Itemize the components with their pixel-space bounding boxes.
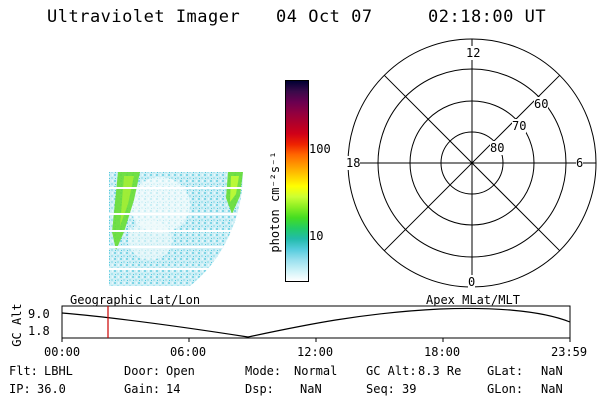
mlt-label-0: 0 bbox=[468, 275, 476, 289]
timeline-xtick-4: 23:59 bbox=[551, 345, 588, 359]
filter-label: Flt: bbox=[9, 364, 38, 378]
timeline-right-title: Apex MLat/MLT bbox=[426, 293, 520, 307]
mode-value: Normal bbox=[294, 364, 338, 378]
mlat-label-60: 60 bbox=[534, 97, 549, 111]
colorbar-tick-100: 100 bbox=[309, 142, 331, 156]
gcalt-label: GC Alt: bbox=[366, 364, 417, 378]
mode-label: Mode: bbox=[245, 364, 282, 378]
timeline-ytick-low: 1.8 bbox=[28, 324, 50, 338]
colorbar-unit-label: photon cm⁻²s⁻¹ bbox=[268, 151, 282, 253]
seq-value: 39 bbox=[402, 382, 417, 396]
gain-label: Gain: bbox=[124, 382, 161, 396]
mlt-label-12: 12 bbox=[466, 46, 481, 60]
timeline-y-axis-label: GC Alt bbox=[10, 303, 24, 347]
mlat-label-70: 70 bbox=[512, 119, 527, 133]
dsp-value: NaN bbox=[300, 382, 322, 396]
seq-label: Seq: bbox=[366, 382, 395, 396]
glat-value: NaN bbox=[541, 364, 563, 378]
mlt-label-18: 18 bbox=[346, 156, 361, 170]
door-value: Open bbox=[166, 364, 195, 378]
dsp-label: Dsp: bbox=[245, 382, 274, 396]
gcalt-value: 8.3 Re bbox=[418, 364, 462, 378]
timeline-xtick-0: 00:00 bbox=[44, 345, 81, 359]
timeline-xtick-2: 12:00 bbox=[297, 345, 334, 359]
glon-value: NaN bbox=[541, 382, 563, 396]
timeline-xtick-1: 06:00 bbox=[170, 345, 207, 359]
glon-label: GLon: bbox=[487, 382, 524, 396]
header-time: 02:18:00 UT bbox=[428, 7, 547, 27]
filter-value: LBHL bbox=[44, 364, 73, 378]
ip-label: IP: bbox=[9, 382, 31, 396]
header-date: 04 Oct 07 bbox=[276, 7, 373, 27]
door-label: Door: bbox=[124, 364, 161, 378]
mlt-label-6: 6 bbox=[576, 156, 584, 170]
ip-value: 36.0 bbox=[37, 382, 66, 396]
glat-label: GLat: bbox=[487, 364, 524, 378]
timeline-left-title: Geographic Lat/Lon bbox=[70, 293, 201, 307]
gain-value: 14 bbox=[166, 382, 181, 396]
timeline-xtick-3: 18:00 bbox=[424, 345, 461, 359]
timeline-ytick-high: 9.0 bbox=[28, 307, 50, 321]
mlat-label-80: 80 bbox=[490, 141, 505, 155]
colorbar bbox=[285, 80, 309, 282]
instrument-title: Ultraviolet Imager bbox=[47, 7, 241, 27]
altitude-curve bbox=[61, 307, 571, 338]
colorbar-tick-10: 10 bbox=[309, 229, 324, 243]
